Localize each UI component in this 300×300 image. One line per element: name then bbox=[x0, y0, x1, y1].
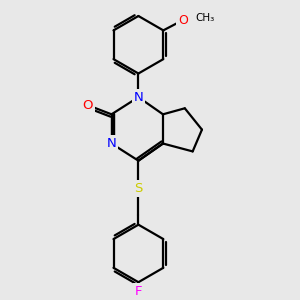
Text: CH₃: CH₃ bbox=[196, 13, 215, 23]
Text: O: O bbox=[178, 14, 188, 27]
Text: O: O bbox=[82, 98, 93, 112]
Text: N: N bbox=[106, 137, 116, 150]
Text: S: S bbox=[134, 182, 142, 195]
Text: F: F bbox=[135, 285, 142, 298]
Text: N: N bbox=[134, 91, 143, 104]
